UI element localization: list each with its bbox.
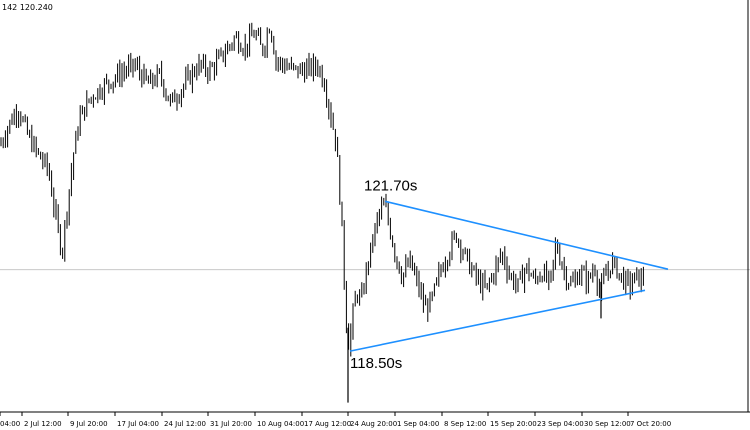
x-tick-label: 23 Sep 04:00 [537,420,584,428]
x-tick-label: 1 Sep 04:00 [397,420,439,428]
price-annotation: 118.50s [350,355,402,372]
x-tick-label: 7 Oct 20:00 [630,420,671,428]
trendline-upper [384,200,669,270]
x-axis: 04:00 2 Jul 12:00 9 Jul 20:00 17 Jul 04:00 2… [0,412,671,428]
x-tick-label: 10 Aug 04:00 [257,420,304,428]
x-tick-label: 31 Jul 20:00 [210,420,252,428]
symbol-info: 142 120.240 [2,3,53,12]
x-tick-label: 9 Jul 20:00 [70,420,108,428]
x-tick-label: 24 Aug 20:00 [350,420,397,428]
trendline-lower [349,289,646,352]
trendlines [349,200,669,352]
price-annotation: 121.70s [364,177,417,194]
x-tick-label: 30 Sep 12:00 [584,420,631,428]
x-tick-label: 17 Jul 04:00 [117,420,159,428]
x-tick-label: 04:00 [0,420,20,428]
x-tick-label: 2 Jul 12:00 [24,420,62,428]
x-tick-label: 24 Jul 12:00 [164,420,206,428]
annotations: 121.70s 118.50s [350,177,417,372]
x-tick-label: 17 Aug 12:00 [304,420,351,428]
candles [0,22,644,403]
x-tick-label: 8 Sep 12:00 [444,420,486,428]
x-tick-label: 15 Sep 20:00 [490,420,537,428]
